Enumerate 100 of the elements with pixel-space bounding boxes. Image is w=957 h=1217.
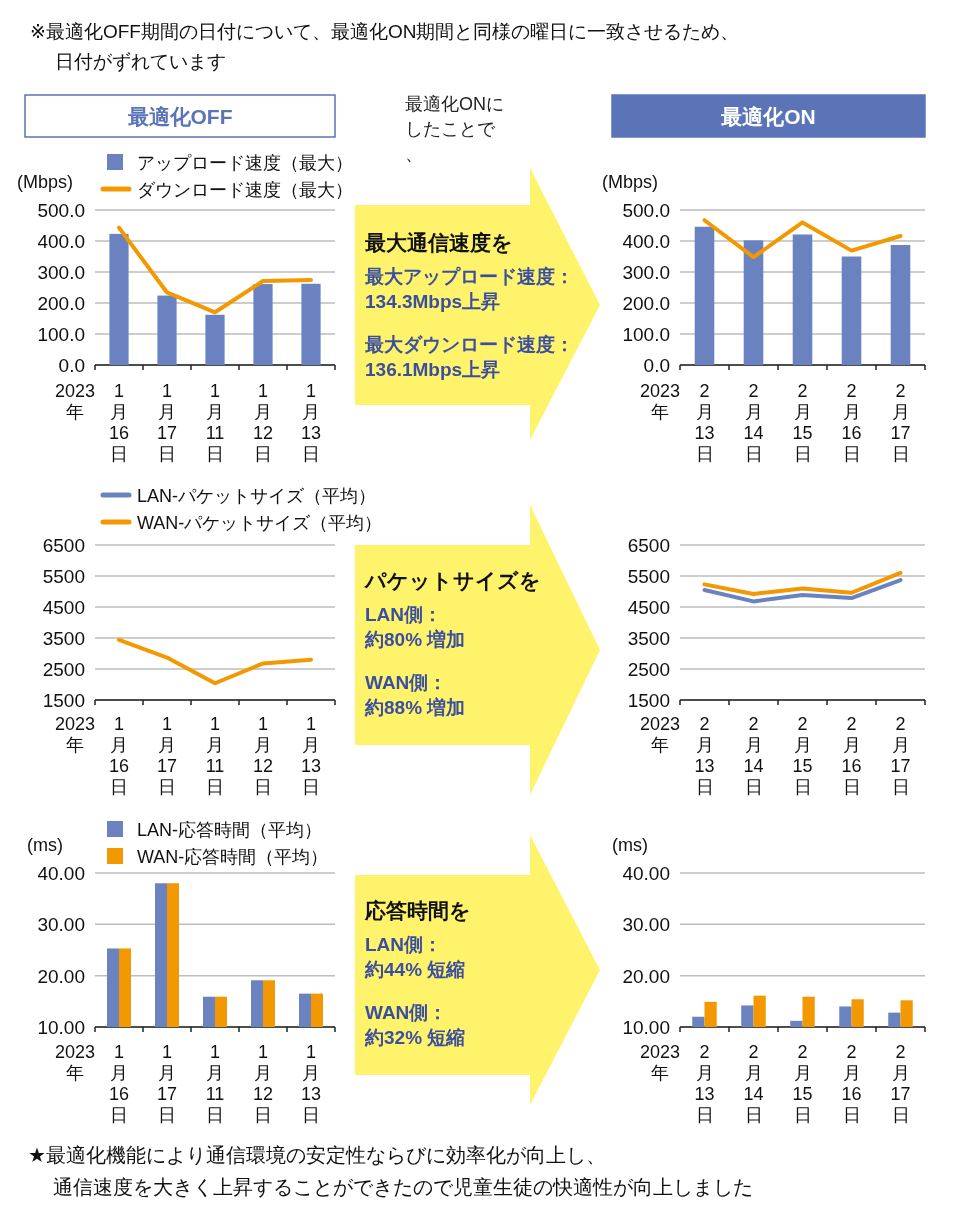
x-tick-label: 1月13日 bbox=[300, 1042, 322, 1125]
y-tick-label: 500.0 bbox=[622, 200, 670, 221]
x-tick-label: 2月15日 bbox=[792, 381, 813, 464]
bar bbox=[890, 245, 911, 365]
y-axis-title: (Mbps) bbox=[601, 172, 659, 192]
x-tick-label: 1月16日 bbox=[108, 1042, 130, 1125]
text: パケットサイズを bbox=[364, 569, 541, 592]
y-tick-label: 30.00 bbox=[622, 914, 670, 936]
x-tick-label: 1月16日 bbox=[108, 381, 130, 464]
y-tick-label: 20.00 bbox=[37, 965, 85, 987]
x-axis-title: 2023年 bbox=[54, 1042, 96, 1083]
x-axis-title: 2023年 bbox=[639, 1042, 681, 1083]
text: LAN側：約44% 短縮 bbox=[364, 934, 466, 980]
y-tick-label: 10.00 bbox=[622, 1017, 670, 1038]
y-tick-label: 10.00 bbox=[37, 1017, 85, 1038]
x-tick-label: 1月17日 bbox=[156, 1042, 178, 1125]
bar bbox=[743, 240, 764, 365]
text: ★最適化機能により通信環境の安定性ならびに効率化が向上し、通信速度を大きく上昇することができたので児童生徒の快適性が向上しました bbox=[28, 1144, 753, 1198]
y-tick-label: 2500 bbox=[42, 659, 85, 680]
bar bbox=[841, 256, 862, 365]
legend-label: WAN-パケットサイズ（平均） bbox=[137, 513, 383, 533]
legend-label: LAN-パケットサイズ（平均） bbox=[137, 486, 377, 506]
text: 最大通信速度を bbox=[364, 231, 513, 254]
x-tick-label: 2月17日 bbox=[890, 381, 911, 464]
text: WAN側：約88% 増加 bbox=[364, 672, 466, 718]
x-tick-label: 2月17日 bbox=[890, 1042, 911, 1125]
chart-title: 最適化ON bbox=[720, 105, 816, 128]
y-tick-label: 5500 bbox=[42, 566, 85, 587]
y-tick-label: 400.0 bbox=[37, 231, 85, 252]
x-tick-label: 2月13日 bbox=[694, 714, 715, 797]
y-axis-title: (ms) bbox=[612, 835, 648, 855]
x-axis-title: 2023年 bbox=[54, 381, 96, 422]
text: 最大アップロード速度：134.3Mbps上昇 bbox=[364, 266, 574, 312]
x-tick-label: 1月13日 bbox=[300, 381, 322, 464]
legend-label: LAN-応答時間（平均） bbox=[137, 820, 323, 840]
text: 最大ダウンロード速度：136.1Mbps上昇 bbox=[364, 334, 574, 380]
x-tick-label: 1月11日 bbox=[205, 381, 225, 464]
x-axis-title: 2023年 bbox=[54, 714, 96, 755]
legend-label: アップロード速度（最大） bbox=[137, 153, 353, 173]
x-tick-label: 1月12日 bbox=[252, 381, 274, 464]
x-tick-label: 1月11日 bbox=[205, 1042, 225, 1125]
y-tick-label: 3500 bbox=[627, 628, 670, 649]
x-axis-title: 2023年 bbox=[639, 381, 681, 422]
y-tick-label: 6500 bbox=[627, 535, 670, 556]
bar bbox=[109, 233, 129, 365]
text: WAN側：約32% 短縮 bbox=[364, 1002, 466, 1048]
x-tick-label: 1月16日 bbox=[108, 714, 130, 797]
x-tick-label: 2月17日 bbox=[890, 714, 911, 797]
x-axis-title: 2023年 bbox=[639, 714, 681, 755]
y-tick-label: 1500 bbox=[627, 690, 670, 711]
x-tick-label: 2月13日 bbox=[694, 381, 715, 464]
y-tick-label: 100.0 bbox=[37, 324, 85, 345]
y-tick-label: 3500 bbox=[42, 628, 85, 649]
x-tick-label: 1月12日 bbox=[252, 714, 274, 797]
x-tick-label: 2月15日 bbox=[792, 1042, 813, 1125]
y-axis-title: (Mbps) bbox=[16, 172, 74, 192]
x-tick-label: 2月16日 bbox=[841, 714, 862, 797]
y-tick-label: 4500 bbox=[627, 597, 670, 618]
y-axis-title: (ms) bbox=[27, 835, 63, 855]
x-tick-label: 2月14日 bbox=[743, 381, 764, 464]
y-tick-label: 1500 bbox=[42, 690, 85, 711]
bar bbox=[792, 234, 813, 365]
y-tick-label: 200.0 bbox=[622, 293, 670, 314]
y-tick-label: 30.00 bbox=[37, 914, 85, 936]
x-tick-label: 2月16日 bbox=[841, 1042, 862, 1125]
line-series bbox=[702, 218, 903, 260]
y-tick-label: 400.0 bbox=[622, 231, 670, 252]
legend-label: ダウンロード速度（最大） bbox=[137, 180, 353, 200]
line-series bbox=[702, 578, 903, 604]
x-tick-label: 1月17日 bbox=[156, 381, 178, 464]
line-series bbox=[117, 637, 313, 686]
y-tick-label: 6500 bbox=[42, 535, 85, 556]
text: LAN側：約80% 増加 bbox=[364, 604, 466, 650]
y-tick-label: 200.0 bbox=[37, 293, 85, 314]
y-tick-label: 20.00 bbox=[622, 965, 670, 987]
y-tick-label: 100.0 bbox=[622, 324, 670, 345]
y-tick-label: 4500 bbox=[42, 597, 85, 618]
x-tick-label: 2月13日 bbox=[694, 1042, 715, 1125]
x-tick-label: 2月16日 bbox=[841, 381, 862, 464]
y-tick-label: 300.0 bbox=[622, 262, 670, 283]
bar bbox=[253, 284, 273, 365]
line-series bbox=[117, 225, 313, 315]
y-tick-label: 40.00 bbox=[622, 863, 670, 884]
x-tick-label: 2月15日 bbox=[792, 714, 813, 797]
line-series bbox=[702, 570, 903, 596]
bar bbox=[301, 283, 321, 365]
y-tick-label: 0.0 bbox=[58, 355, 85, 376]
x-tick-label: 2月14日 bbox=[743, 714, 764, 797]
y-tick-label: 2500 bbox=[627, 659, 670, 680]
x-tick-label: 1月11日 bbox=[205, 714, 225, 797]
bar bbox=[694, 226, 715, 365]
x-tick-label: 1月13日 bbox=[300, 714, 322, 797]
y-tick-label: 500.0 bbox=[37, 200, 85, 221]
text: 最適化ONにしたことで、 bbox=[405, 94, 504, 164]
legend-label: WAN-応答時間（平均） bbox=[137, 847, 329, 867]
bar bbox=[205, 314, 225, 365]
text: ※最適化OFF期間の日付について、最適化ON期間と同様の曜日に一致させるため、日付がずれています bbox=[30, 21, 740, 72]
x-tick-label: 2月14日 bbox=[743, 1042, 764, 1125]
chart-title: 最適化OFF bbox=[126, 105, 233, 128]
x-tick-label: 1月17日 bbox=[156, 714, 178, 797]
